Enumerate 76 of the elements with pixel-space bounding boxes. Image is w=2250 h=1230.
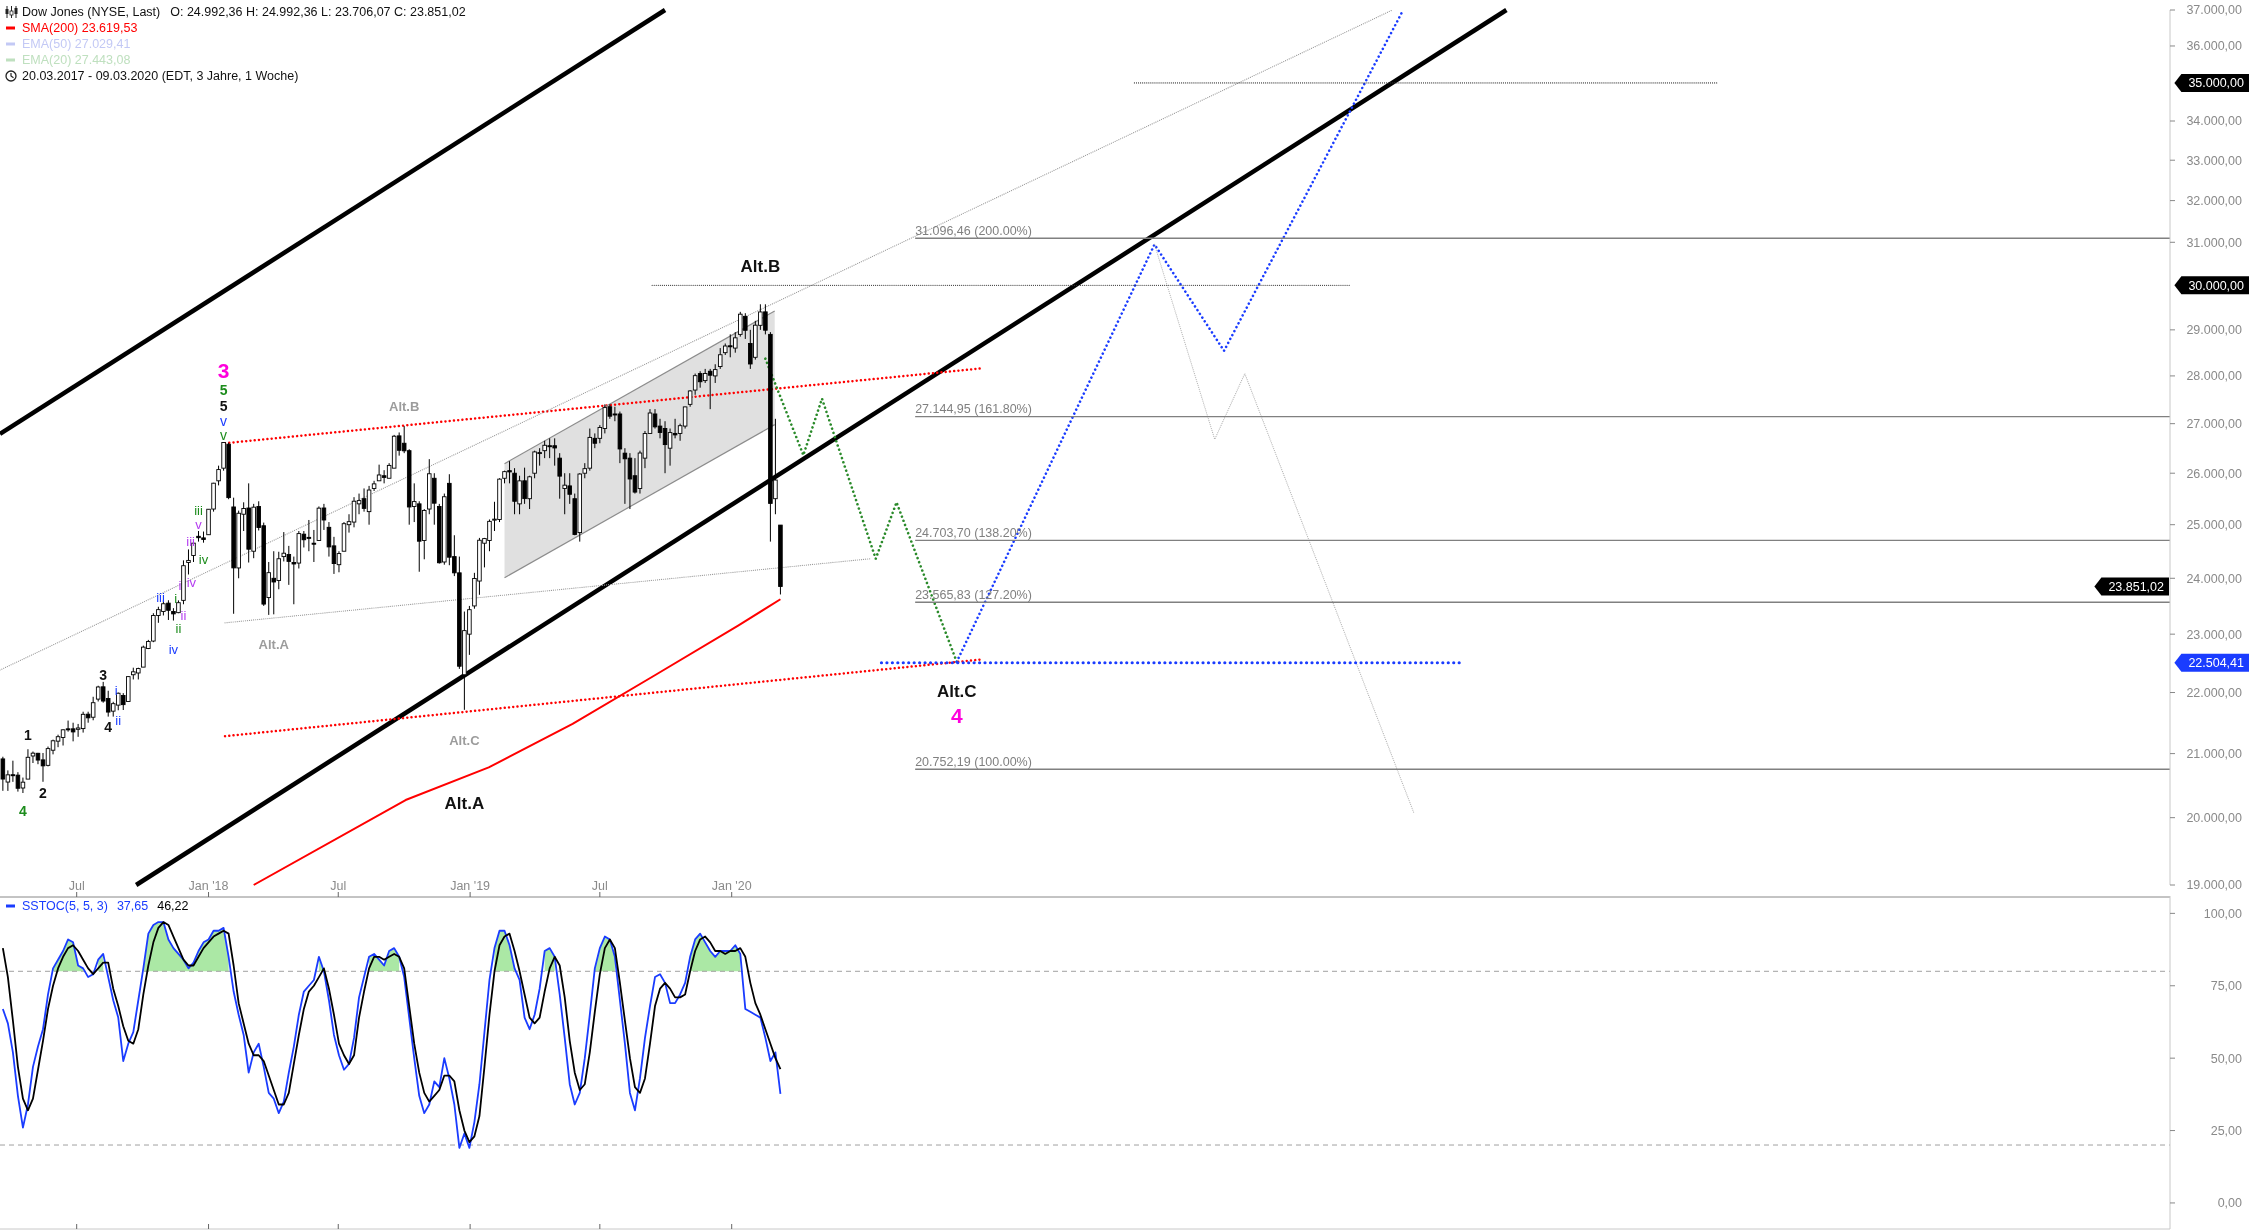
annotation: Alt.B	[740, 256, 781, 276]
x-tick-label: Jul	[68, 879, 85, 894]
y-tick-label: 21.000,00	[2186, 746, 2243, 761]
y-tick-label: 34.000,00	[2186, 114, 2243, 129]
annotation: iii	[186, 533, 196, 549]
text: 30.000,00	[2188, 278, 2245, 293]
annotation: v	[220, 426, 228, 443]
annotation: Alt.B	[389, 398, 420, 414]
y-tick-label: 25.000,00	[2186, 518, 2243, 533]
text: 35.000,00	[2188, 76, 2245, 91]
annotation: 4	[104, 718, 113, 735]
y-tick-label: 24.000,00	[2186, 571, 2243, 586]
annotation: iv	[168, 641, 179, 657]
y-tick-label: 100,00	[2203, 906, 2243, 921]
annotation: EMA(50) 27.029,41	[22, 37, 131, 52]
annotation: 23.851,02	[2108, 579, 2165, 594]
annotation: 20.03.2017 - 09.03.2020 (EDT, 3 Jahre, 1 Woche)	[22, 69, 299, 84]
x-tick-label: Jul	[591, 879, 608, 894]
annotation: Alt.C	[936, 681, 977, 701]
chart-subtitle: O: 24.992,36 H: 24.992,36 L: 23.706,07 C: 23.851,02	[170, 5, 466, 20]
annotation: 1	[24, 727, 33, 744]
x-tick-label: Jan '18	[188, 879, 229, 894]
y-tick-label: 23.000,00	[2186, 627, 2243, 642]
annotation: 37,65	[116, 899, 149, 914]
annotation: iv	[186, 574, 197, 590]
y-tick-label: 20.000,00	[2186, 811, 2243, 826]
y-tick-label: 33.000,00	[2186, 153, 2243, 168]
legend-label: SMA(200) 23.619,53	[22, 21, 138, 36]
annotation: 27.144,95 (161.80%)	[915, 402, 1032, 417]
annotation: ii	[180, 607, 187, 623]
annotation: 24.703,70 (138.20%)	[915, 525, 1032, 540]
y-tick-label: 31.000,00	[2186, 235, 2243, 250]
annotation: Alt.A	[258, 636, 290, 652]
annotation: Alt.A	[444, 793, 485, 813]
annotation: EMA(20) 27.443,08	[22, 53, 131, 68]
annotation: iii	[194, 502, 203, 518]
annotation: Alt.C	[449, 733, 481, 749]
annotation: ii	[175, 620, 182, 636]
annotation: 4	[950, 703, 963, 727]
annotation: 46,22	[157, 899, 189, 914]
y-tick-label: 37.000,00	[2186, 3, 2243, 18]
annotation: iv	[198, 552, 209, 568]
text: 22.504,41	[2188, 656, 2245, 671]
annotation: 3	[99, 666, 108, 683]
annotation: v	[195, 516, 203, 532]
x-tick-label: Jan '19	[450, 879, 491, 894]
y-tick-label: 22.000,00	[2186, 685, 2243, 700]
y-tick-label: 50,00	[2210, 1051, 2243, 1066]
y-tick-label: 75,00	[2210, 979, 2243, 994]
y-tick-label: 26.000,00	[2186, 466, 2243, 481]
annotation: iii	[156, 590, 165, 606]
y-tick-label: 29.000,00	[2186, 323, 2243, 338]
annotation: 31.096,46 (200.00%)	[915, 223, 1032, 238]
annotation: 5	[219, 398, 228, 415]
annotation: i	[178, 577, 182, 593]
y-tick-label: 32.000,00	[2186, 193, 2243, 208]
chart-title: Dow Jones (NYSE, Last)	[22, 5, 161, 20]
annotation: i	[174, 590, 178, 606]
y-tick-label: 0,00	[2217, 1196, 2243, 1211]
x-tick-label: Jan '20	[711, 879, 752, 894]
y-tick-label: 19.000,00	[2186, 878, 2243, 893]
y-tick-label: 25,00	[2210, 1123, 2243, 1138]
annotation: v	[220, 412, 228, 429]
annotation: 23.565,83 (127.20%)	[915, 587, 1032, 602]
annotation: 4	[19, 802, 28, 819]
annotation: 20.752,19 (100.00%)	[915, 754, 1032, 769]
annotation: 5	[219, 382, 228, 399]
annotation: i	[114, 682, 118, 698]
annotation: 3	[217, 358, 230, 382]
annotation: ii	[115, 712, 122, 728]
legend-label: SSTOC(5, 5, 3)	[22, 899, 108, 914]
annotation: 2	[39, 784, 48, 801]
y-tick-label: 36.000,00	[2186, 39, 2243, 54]
y-tick-label: 28.000,00	[2186, 369, 2243, 384]
y-tick-label: 27.000,00	[2186, 417, 2243, 432]
x-tick-label: Jul	[330, 879, 347, 894]
